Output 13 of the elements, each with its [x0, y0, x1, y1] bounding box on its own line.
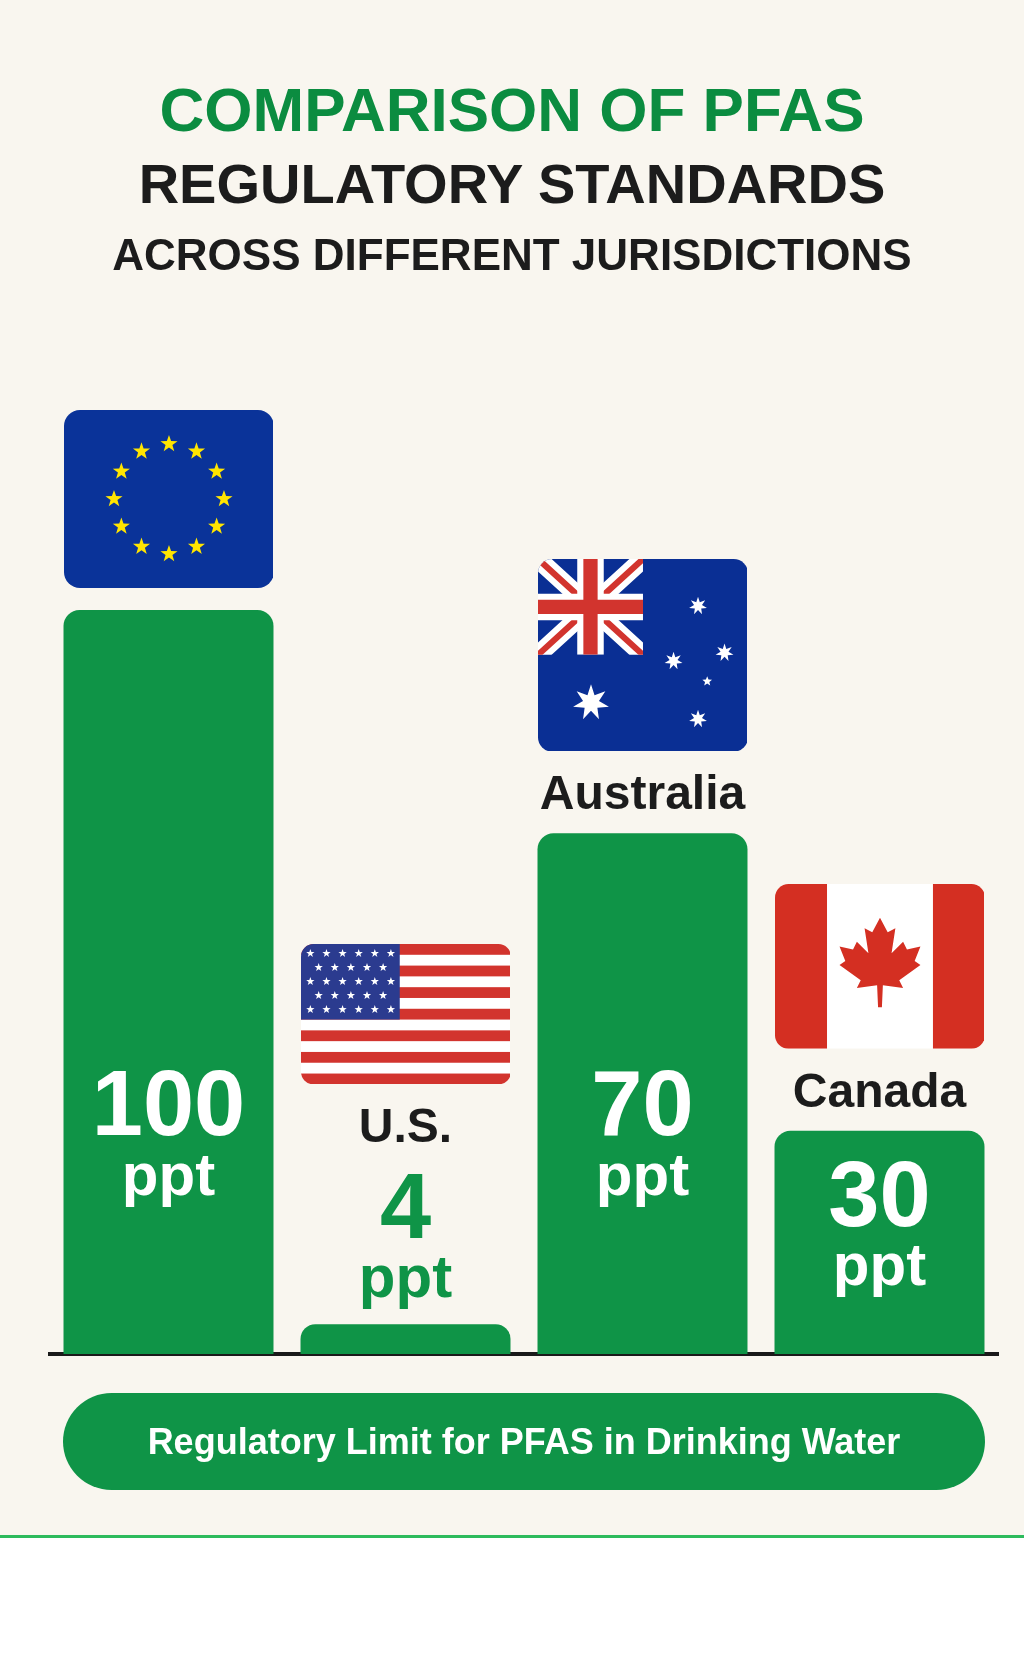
data-label: 70 ppt: [591, 1052, 694, 1208]
x-tick-label: U.S.: [358, 1099, 453, 1153]
bar: [300, 1324, 511, 1354]
x-tick-label: Australia: [539, 766, 746, 820]
chart-subtitle: ACROSS DIFFERENT JURISDICTIONS: [111, 229, 913, 281]
bar: [537, 833, 748, 1354]
data-label: 100 ppt: [91, 1052, 246, 1208]
x-axis-title: Regulatory Limit for PFAS in Drinking Water: [63, 1393, 985, 1490]
data-label: 4 ppt: [358, 1154, 453, 1310]
bar: [63, 610, 274, 1354]
chart-title: COMPARISON OF PFAS REGULATORY STANDARDS: [137, 74, 887, 217]
x-tick-label: Canada: [792, 1063, 967, 1117]
data-label: 30 ppt: [828, 1143, 931, 1299]
